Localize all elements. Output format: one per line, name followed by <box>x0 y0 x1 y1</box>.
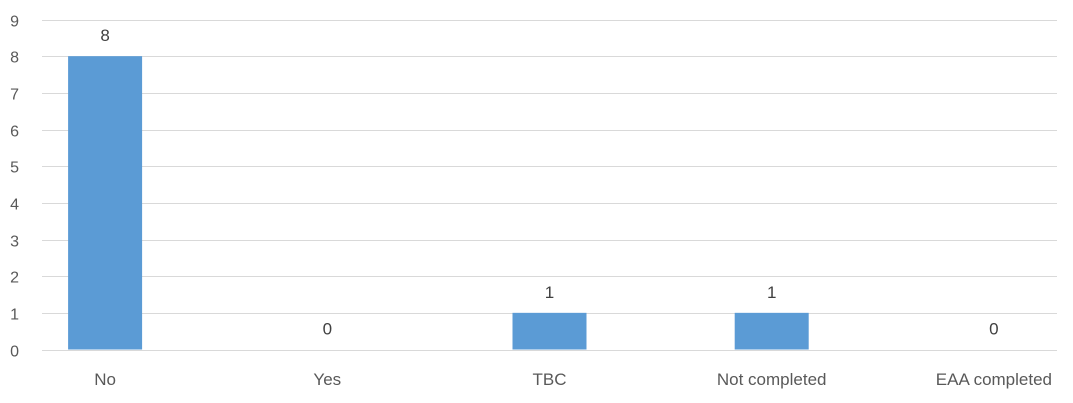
bar <box>68 56 143 350</box>
y-tick-label: 3 <box>10 234 19 251</box>
category-label: No <box>94 370 116 389</box>
y-tick-label: 4 <box>10 197 19 214</box>
y-tick-label: 2 <box>10 270 19 287</box>
y-tick-label: 6 <box>10 124 19 141</box>
y-tick-label: 7 <box>10 87 19 104</box>
y-tick-label: 1 <box>10 307 19 324</box>
data-label: 1 <box>767 283 776 302</box>
bars <box>68 56 809 350</box>
category-label: TBC <box>533 370 567 389</box>
data-label: 0 <box>989 320 998 339</box>
x-axis-category-labels: No Yes TBC Not completed EAA completed <box>94 370 1052 389</box>
category-label: Yes <box>313 370 341 389</box>
y-axis-tick-labels: 0 1 2 3 4 5 6 7 8 9 <box>10 14 19 361</box>
data-labels: 8 0 1 1 0 <box>100 26 998 338</box>
data-label: 0 <box>323 320 332 339</box>
bar <box>512 312 587 350</box>
category-label: EAA completed <box>936 370 1052 389</box>
category-label: Not completed <box>717 370 827 389</box>
y-tick-label: 5 <box>10 160 19 177</box>
y-tick-label: 0 <box>10 344 19 361</box>
y-tick-label: 8 <box>10 50 19 67</box>
data-label: 1 <box>545 283 554 302</box>
y-tick-label: 9 <box>10 14 19 31</box>
data-label: 8 <box>100 26 109 45</box>
bar <box>734 312 809 350</box>
gridlines <box>42 20 1057 351</box>
